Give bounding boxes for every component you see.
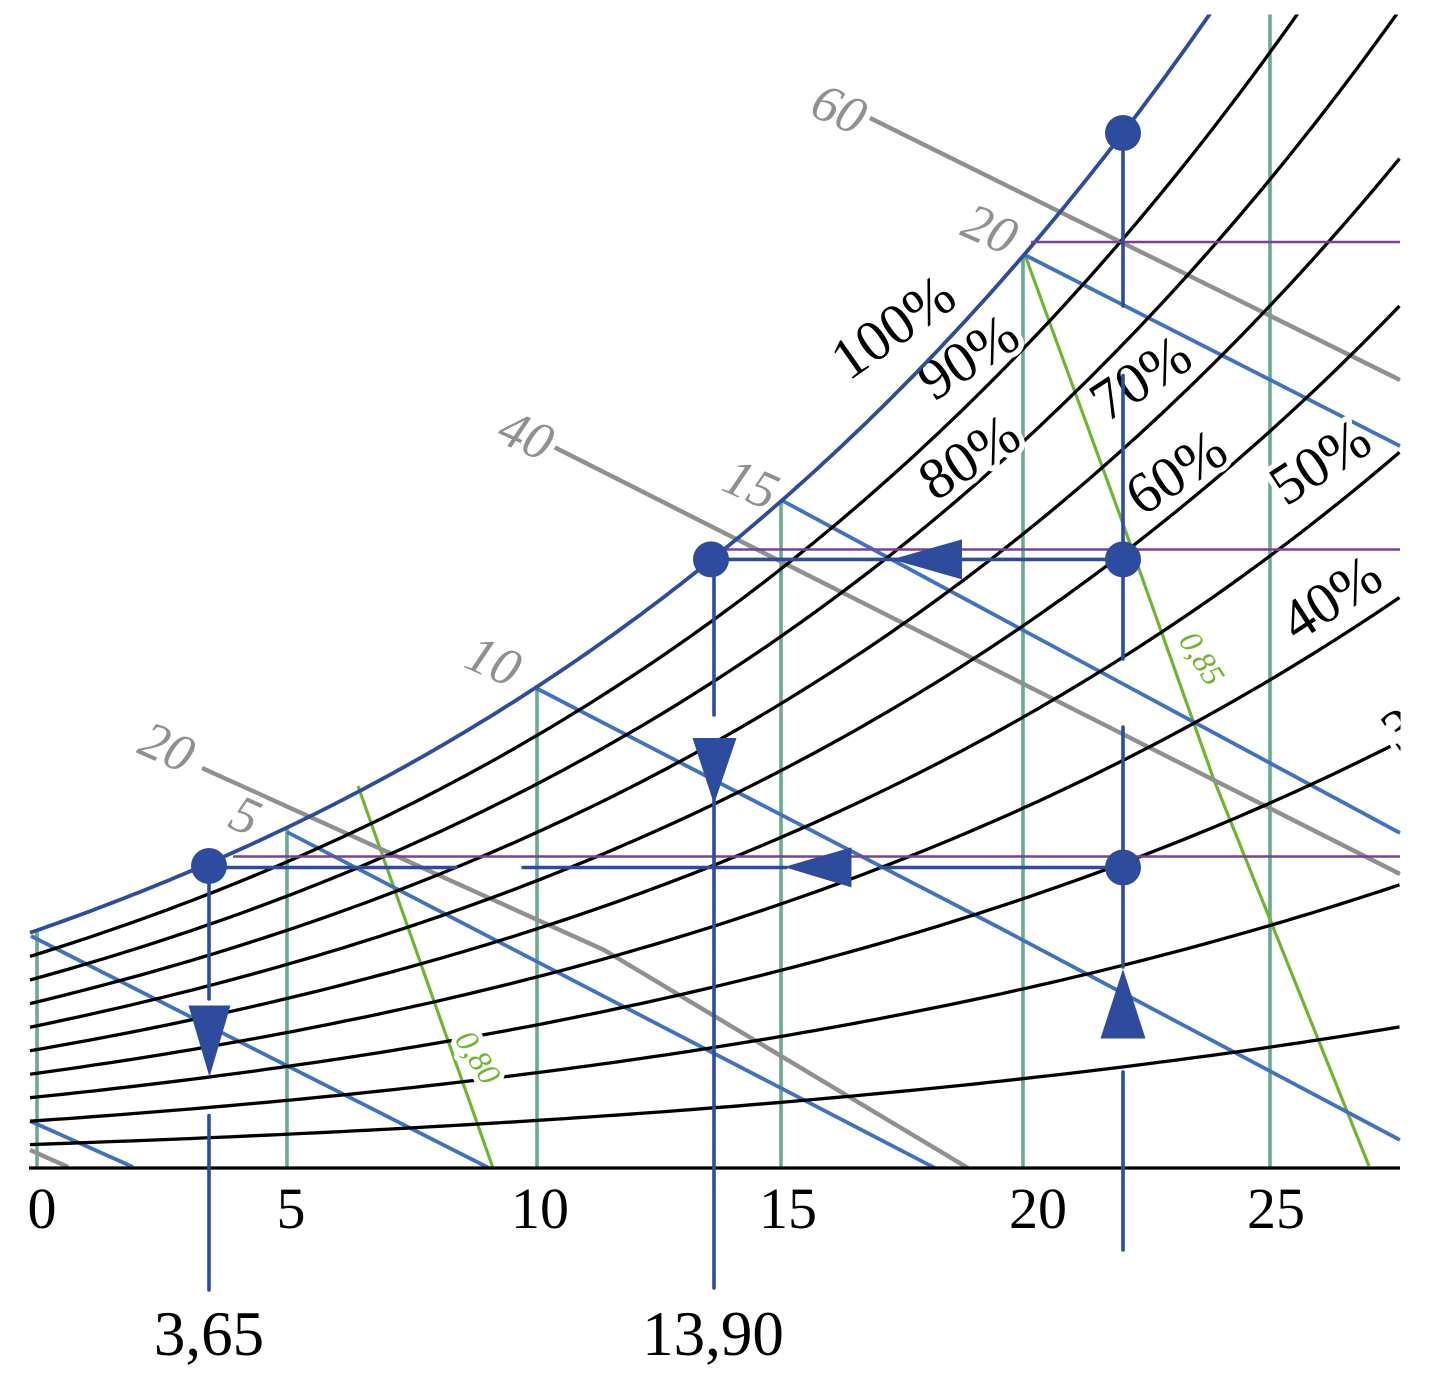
svg-text:0: 0 (28, 1176, 57, 1241)
svg-text:3,65: 3,65 (154, 1299, 264, 1369)
svg-text:25: 25 (1247, 1176, 1305, 1241)
svg-text:20: 20 (1009, 1176, 1067, 1241)
svg-text:5: 5 (277, 1176, 306, 1241)
svg-text:13,90: 13,90 (642, 1299, 784, 1369)
svg-text:10: 10 (511, 1176, 569, 1241)
svg-text:15: 15 (759, 1176, 817, 1241)
